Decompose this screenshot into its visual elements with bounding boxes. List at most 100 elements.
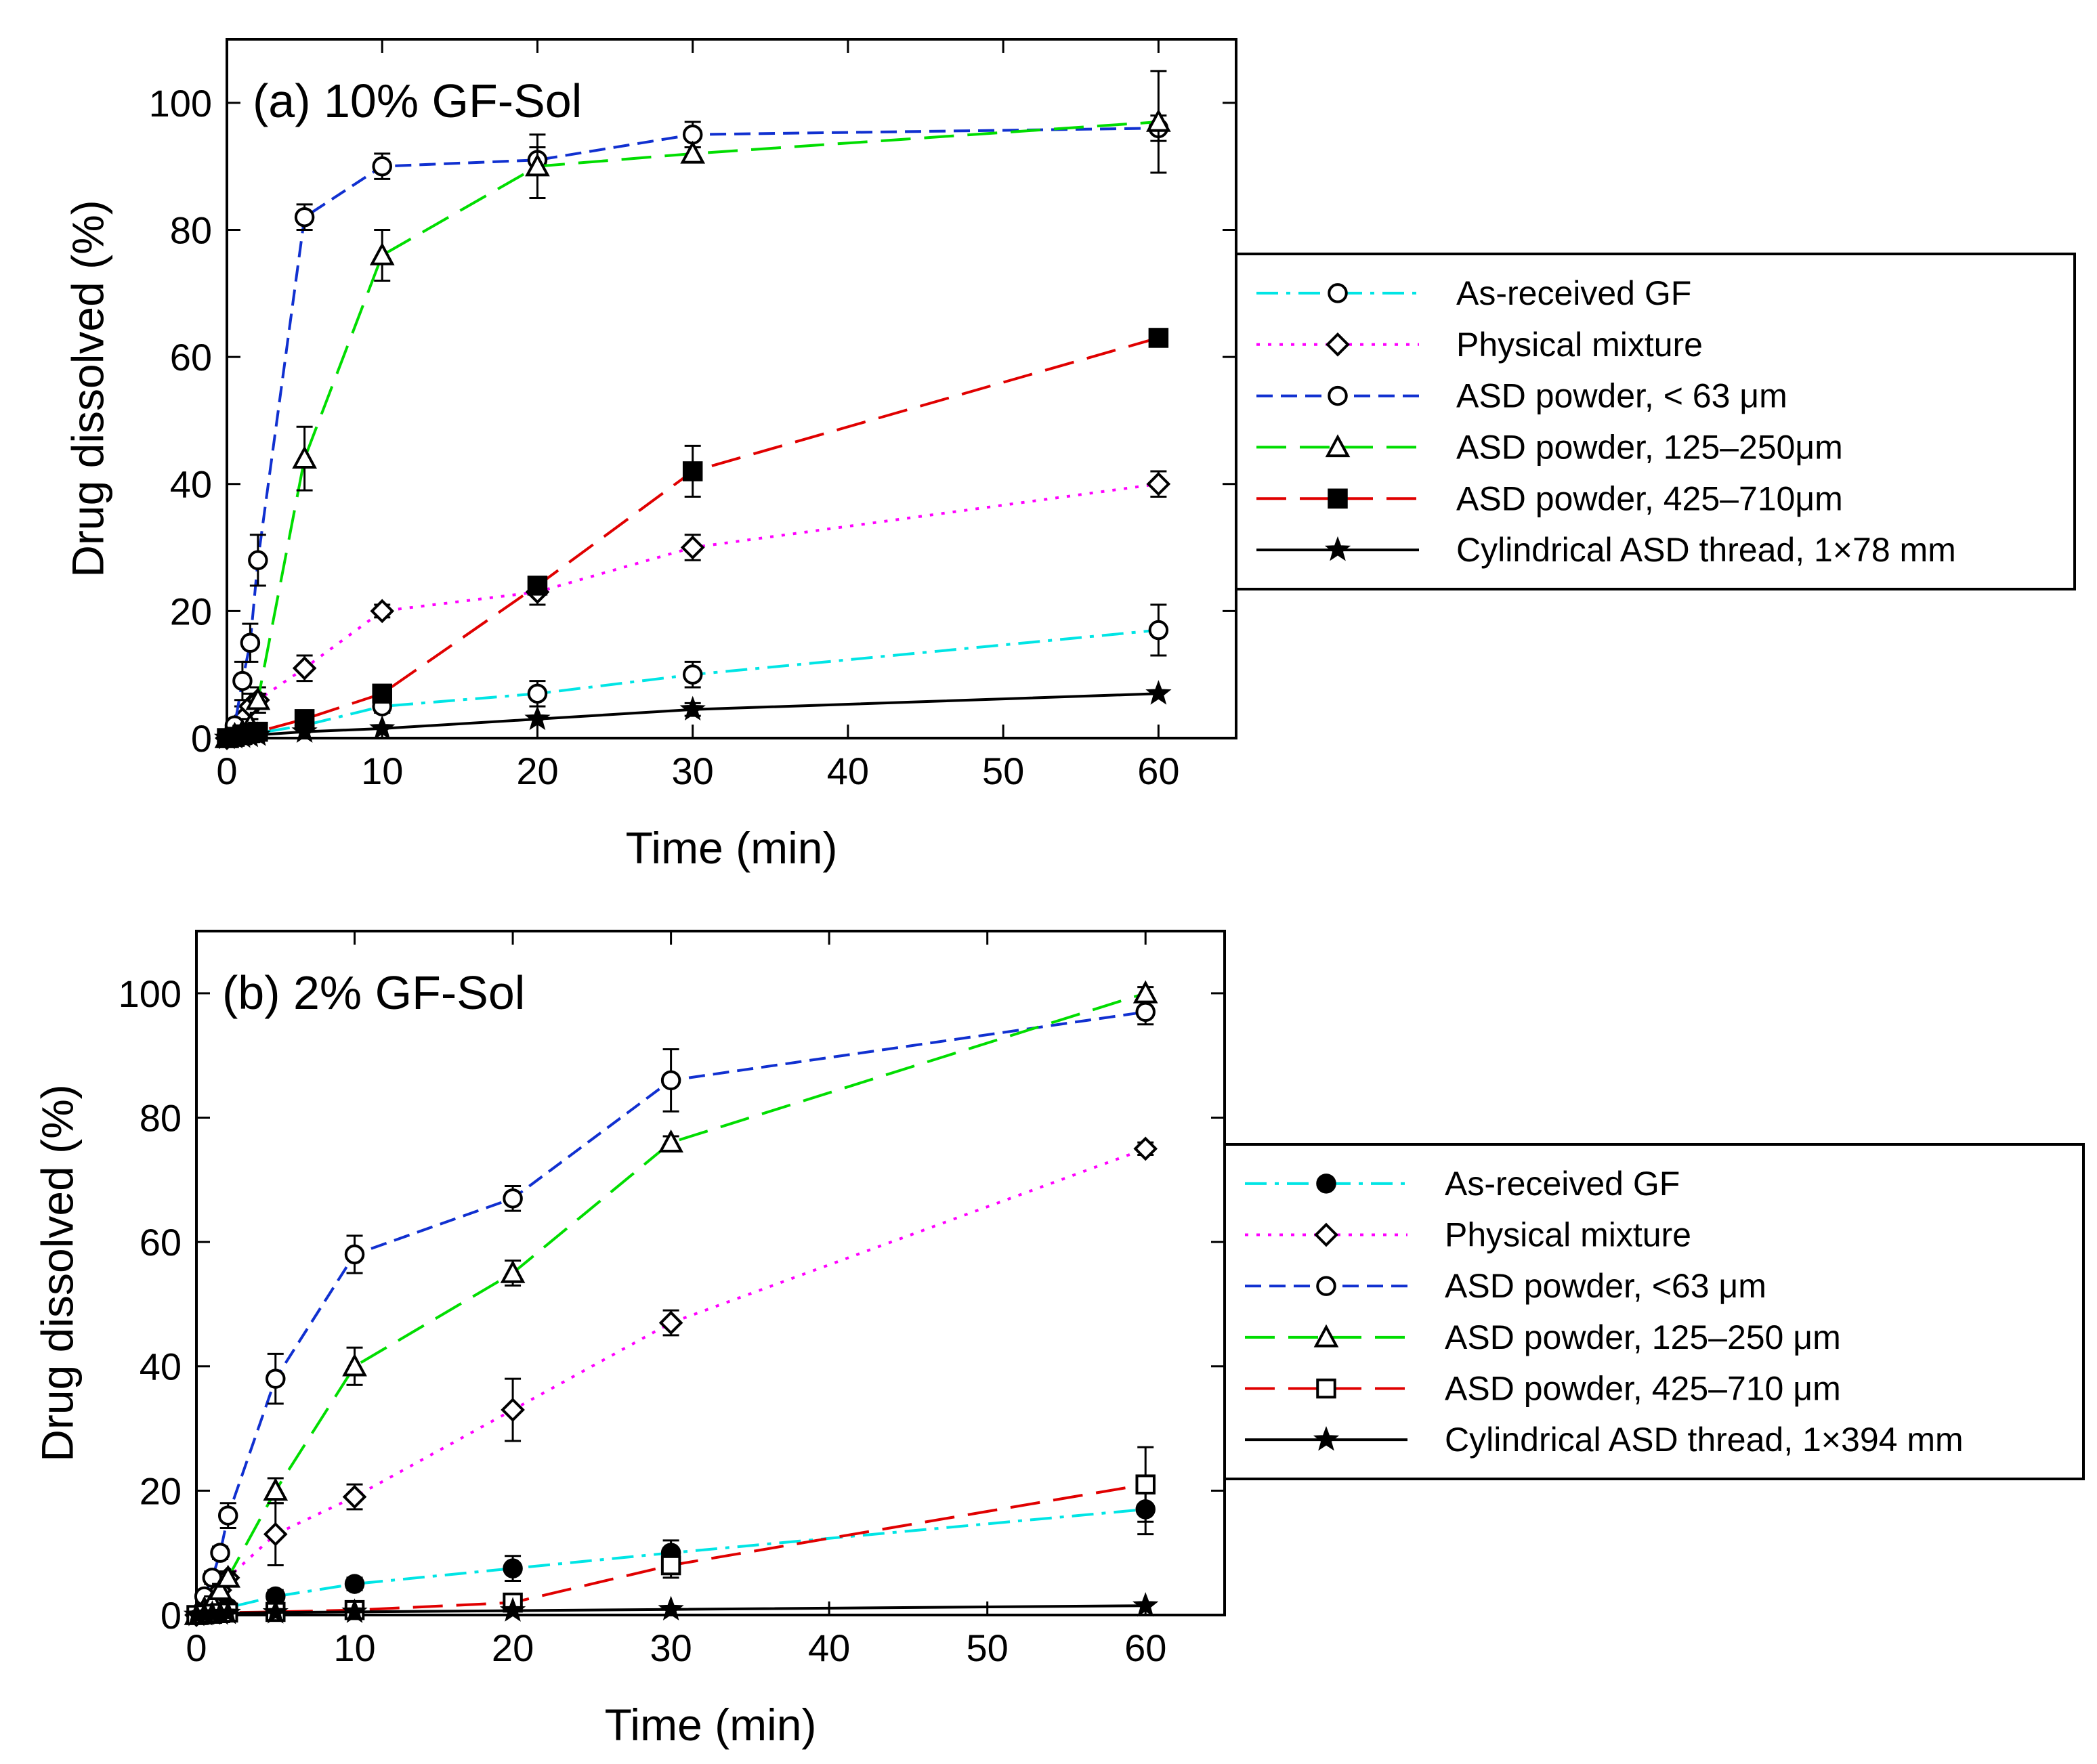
x-tick-label: 60 — [1137, 750, 1179, 792]
legend-label: As-received GF — [1456, 274, 1691, 312]
data-point — [679, 695, 706, 721]
legend-item: ASD powder, < 63 μm — [1256, 377, 1787, 415]
legend-item: Cylindrical ASD thread, 1×394 mm — [1245, 1421, 1964, 1459]
data-point — [1146, 108, 1171, 132]
legend-marker — [1326, 332, 1350, 357]
legend-label: ASD powder, 425–710 μm — [1445, 1370, 1841, 1408]
data-point — [245, 687, 271, 710]
legend-item: ASD powder, <63 μm — [1245, 1267, 1766, 1305]
data-point — [344, 1244, 365, 1265]
data-point — [660, 1070, 681, 1091]
legend-marker — [1316, 1276, 1336, 1296]
data-point — [524, 705, 551, 731]
legend-label: ASD powder, <63 μm — [1445, 1267, 1766, 1305]
plot-frame — [226, 38, 1237, 739]
legend-item: ASD powder, 425–710μm — [1256, 479, 1843, 517]
y-tick-label: 40 — [140, 1346, 182, 1388]
data-point — [262, 1599, 289, 1624]
data-point — [263, 1522, 288, 1547]
chart-panel-b: 0 10 20 30 40 50 60 0 20 40 60 80 100 Time (min) Drug … — [32, 930, 1226, 1750]
legend-marker — [1324, 536, 1351, 561]
data-point — [292, 655, 317, 681]
panel-title: (a) 10% GF-Sol — [253, 74, 582, 127]
data-point — [344, 1574, 365, 1594]
legend-item: ASD powder, 125–250 μm — [1245, 1318, 1841, 1356]
legend-item: Physical mixture — [1245, 1216, 1691, 1254]
legend-marker — [1325, 434, 1351, 458]
chart-panel-a: 0 10 20 30 40 50 60 0 20 40 60 80 100 Time (min) Drug … — [62, 38, 1237, 873]
legend-label: ASD powder, 125–250μm — [1456, 428, 1843, 466]
data-point — [245, 721, 272, 746]
data-point — [294, 207, 315, 228]
y-tick-label: 100 — [149, 82, 212, 125]
legend-label: ASD powder, 425–710μm — [1456, 479, 1843, 517]
data-point — [342, 1353, 367, 1377]
y-tick-label: 20 — [140, 1469, 182, 1512]
x-tick-label: 60 — [1124, 1627, 1166, 1669]
x-axis-label: Time (min) — [605, 1700, 817, 1750]
data-point — [658, 1129, 683, 1153]
y-tick-label: 80 — [140, 1096, 182, 1139]
legend-label: ASD powder, < 63 μm — [1456, 377, 1787, 415]
data-point — [210, 1543, 230, 1563]
data-point — [372, 156, 392, 177]
legend-item: As-received GF — [1245, 1165, 1680, 1203]
data-point — [232, 670, 253, 691]
x-tick-label: 50 — [967, 1627, 1009, 1669]
data-point — [215, 1599, 241, 1625]
y-tick-label: 0 — [191, 717, 212, 760]
data-point — [499, 1597, 526, 1622]
x-tick-label: 40 — [808, 1627, 850, 1669]
legend-marker — [1328, 385, 1348, 406]
y-tick-label: 20 — [170, 590, 212, 632]
legend-marker — [1314, 1222, 1338, 1247]
legend: As-received GF Physical mixture ASD powder… — [1223, 1143, 2085, 1480]
data-point — [370, 599, 395, 624]
x-tick-label: 0 — [186, 1627, 207, 1669]
y-tick-label: 80 — [170, 209, 212, 251]
x-tick-label: 50 — [982, 750, 1024, 792]
y-tick-label: 100 — [119, 972, 182, 1015]
series-line — [226, 121, 1159, 739]
x-tick-label: 30 — [672, 750, 714, 792]
legend-label: Physical mixture — [1445, 1216, 1691, 1254]
data-point — [500, 1260, 526, 1283]
x-tick-label: 10 — [361, 750, 403, 792]
data-point — [1146, 471, 1171, 496]
series-6 — [183, 1592, 1159, 1627]
data-point — [682, 461, 703, 481]
legend-marker — [1328, 488, 1348, 509]
x-tick-label: 10 — [333, 1627, 375, 1669]
data-point — [372, 683, 392, 704]
legend-item: As-received GF — [1256, 274, 1691, 312]
legend-label: Cylindrical ASD thread, 1×78 mm — [1456, 531, 1956, 569]
panel-title: (b) 2% GF-Sol — [222, 966, 525, 1019]
x-tick-label: 0 — [216, 750, 237, 792]
data-point — [525, 153, 550, 177]
legend-item: ASD powder, 425–710 μm — [1245, 1370, 1841, 1408]
data-point — [682, 124, 703, 145]
y-axis-label: Drug dissolved (%) — [62, 200, 112, 578]
legend-label: ASD powder, 125–250 μm — [1445, 1318, 1841, 1356]
data-point — [207, 1577, 233, 1601]
data-point — [266, 1369, 286, 1389]
data-point — [369, 714, 396, 740]
data-point — [1132, 1592, 1159, 1617]
y-axis-label: Drug dissolved (%) — [32, 1084, 82, 1462]
data-point — [1148, 620, 1169, 641]
x-tick-label: 20 — [516, 750, 558, 792]
data-point — [682, 664, 703, 685]
data-point — [369, 242, 395, 265]
data-point — [1145, 680, 1172, 705]
data-point — [658, 1310, 683, 1335]
legend-item: Physical mixture — [1256, 326, 1703, 364]
legend-marker — [1313, 1324, 1339, 1348]
data-point — [215, 1564, 241, 1588]
legend-marker — [1313, 1426, 1340, 1451]
data-point — [503, 1558, 523, 1578]
x-tick-label: 30 — [650, 1627, 692, 1669]
data-point — [527, 576, 548, 596]
data-point — [292, 445, 317, 469]
data-point — [342, 1484, 367, 1509]
